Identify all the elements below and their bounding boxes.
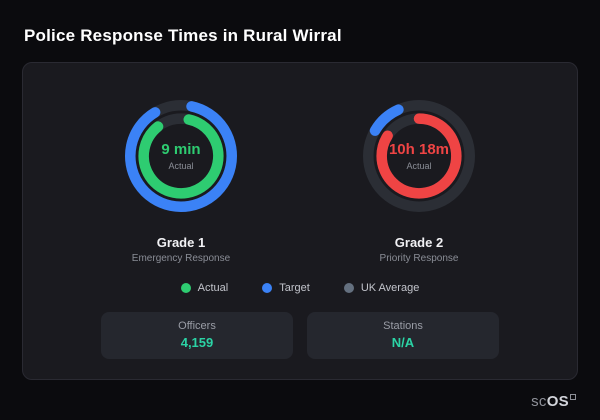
gauge-title: Grade 2: [394, 235, 444, 250]
stat-box-stations: Stations N/A: [307, 312, 499, 359]
legend-item-uk-average: UK Average: [343, 282, 420, 294]
gauge-grade-2: 10h 18m Actual Grade 2 Priority Response: [319, 89, 519, 264]
brand-registered-mark-icon: [570, 394, 576, 400]
charts-row: 9 min Actual Grade 1 Emergency Response: [43, 89, 557, 264]
brand-suffix: OS: [546, 393, 569, 410]
outer-track-ring: [363, 100, 475, 212]
donut-chart-grade-1-svg: [125, 100, 237, 212]
stat-label: Officers: [178, 320, 216, 332]
stat-value: 4,159: [180, 335, 214, 350]
legend-label: Target: [279, 282, 310, 294]
stat-box-officers: Officers 4,159: [101, 312, 293, 359]
target-ring: [363, 100, 475, 212]
gauge-subtitle: Priority Response: [379, 253, 459, 264]
chart-legend: Actual Target UK Average: [43, 282, 557, 294]
dashboard-page: Police Response Times in Rural Wirral 9 …: [22, 26, 578, 380]
uk-average-dot-icon: [343, 283, 354, 293]
page-title: Police Response Times in Rural Wirral: [24, 26, 342, 45]
legend-label: Actual: [197, 282, 229, 294]
scos-logo: scOS: [531, 393, 576, 410]
donut-chart-grade-2: 10h 18m Actual: [352, 89, 486, 223]
actual-dot-icon: [180, 283, 191, 293]
gauge-subtitle: Emergency Response: [131, 253, 231, 264]
legend-label: UK Average: [360, 282, 420, 294]
stat-value: N/A: [391, 335, 415, 350]
legend-item-target: Target: [262, 282, 310, 294]
donut-chart-grade-2-svg: [363, 100, 475, 212]
actual-ring: [138, 113, 224, 199]
stats-row: Officers 4,159 Stations N/A: [43, 312, 557, 359]
actual-ring: [376, 113, 462, 199]
gauge-title: Grade 1: [156, 235, 206, 250]
donut-chart-grade-1: 9 min Actual: [114, 89, 248, 223]
stat-label: Stations: [383, 320, 423, 332]
target-dot-icon: [262, 283, 273, 293]
response-times-card: 9 min Actual Grade 1 Emergency Response: [22, 62, 578, 380]
gauge-grade-1: 9 min Actual Grade 1 Emergency Response: [81, 89, 281, 264]
target-ring: [125, 100, 237, 212]
legend-item-actual: Actual: [180, 282, 229, 294]
brand-prefix: sc: [531, 393, 547, 410]
